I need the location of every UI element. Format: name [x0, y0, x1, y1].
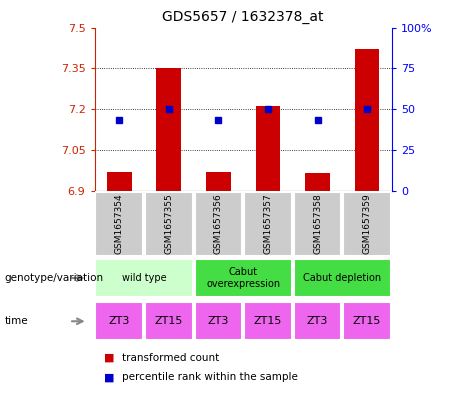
Text: ZT3: ZT3: [208, 316, 229, 326]
Bar: [107, 172, 132, 191]
Text: GSM1657356: GSM1657356: [214, 194, 223, 254]
Text: Cabut depletion: Cabut depletion: [303, 273, 381, 283]
Text: ZT15: ZT15: [254, 316, 282, 326]
Text: percentile rank within the sample: percentile rank within the sample: [122, 372, 298, 382]
Bar: [343, 192, 391, 256]
Text: GSM1657357: GSM1657357: [263, 194, 272, 254]
Bar: [95, 192, 143, 256]
Bar: [195, 259, 292, 297]
Text: transformed count: transformed count: [122, 353, 219, 363]
Bar: [244, 302, 292, 340]
Text: ZT15: ZT15: [353, 316, 381, 326]
Bar: [195, 192, 242, 256]
Text: wild type: wild type: [122, 273, 166, 283]
Text: GSM1657359: GSM1657359: [362, 194, 372, 254]
Text: ZT3: ZT3: [307, 316, 328, 326]
Text: time: time: [5, 316, 28, 326]
Text: GSM1657358: GSM1657358: [313, 194, 322, 254]
Bar: [294, 302, 341, 340]
Bar: [156, 68, 181, 191]
Text: ZT15: ZT15: [154, 316, 183, 326]
Bar: [145, 192, 193, 256]
Bar: [294, 259, 391, 297]
Bar: [294, 192, 341, 256]
Bar: [95, 259, 193, 297]
Text: genotype/variation: genotype/variation: [5, 273, 104, 283]
Bar: [206, 172, 231, 191]
Title: GDS5657 / 1632378_at: GDS5657 / 1632378_at: [162, 10, 324, 24]
Bar: [255, 107, 280, 191]
Text: ■: ■: [104, 372, 114, 382]
Bar: [145, 302, 193, 340]
Bar: [343, 302, 391, 340]
Bar: [95, 302, 143, 340]
Text: ZT3: ZT3: [109, 316, 130, 326]
Text: Cabut
overexpression: Cabut overexpression: [206, 267, 280, 289]
Text: GSM1657354: GSM1657354: [115, 194, 124, 254]
Text: GSM1657355: GSM1657355: [164, 194, 173, 254]
Bar: [195, 302, 242, 340]
Bar: [355, 49, 379, 191]
Bar: [244, 192, 292, 256]
Text: ■: ■: [104, 353, 114, 363]
Bar: [305, 173, 330, 191]
